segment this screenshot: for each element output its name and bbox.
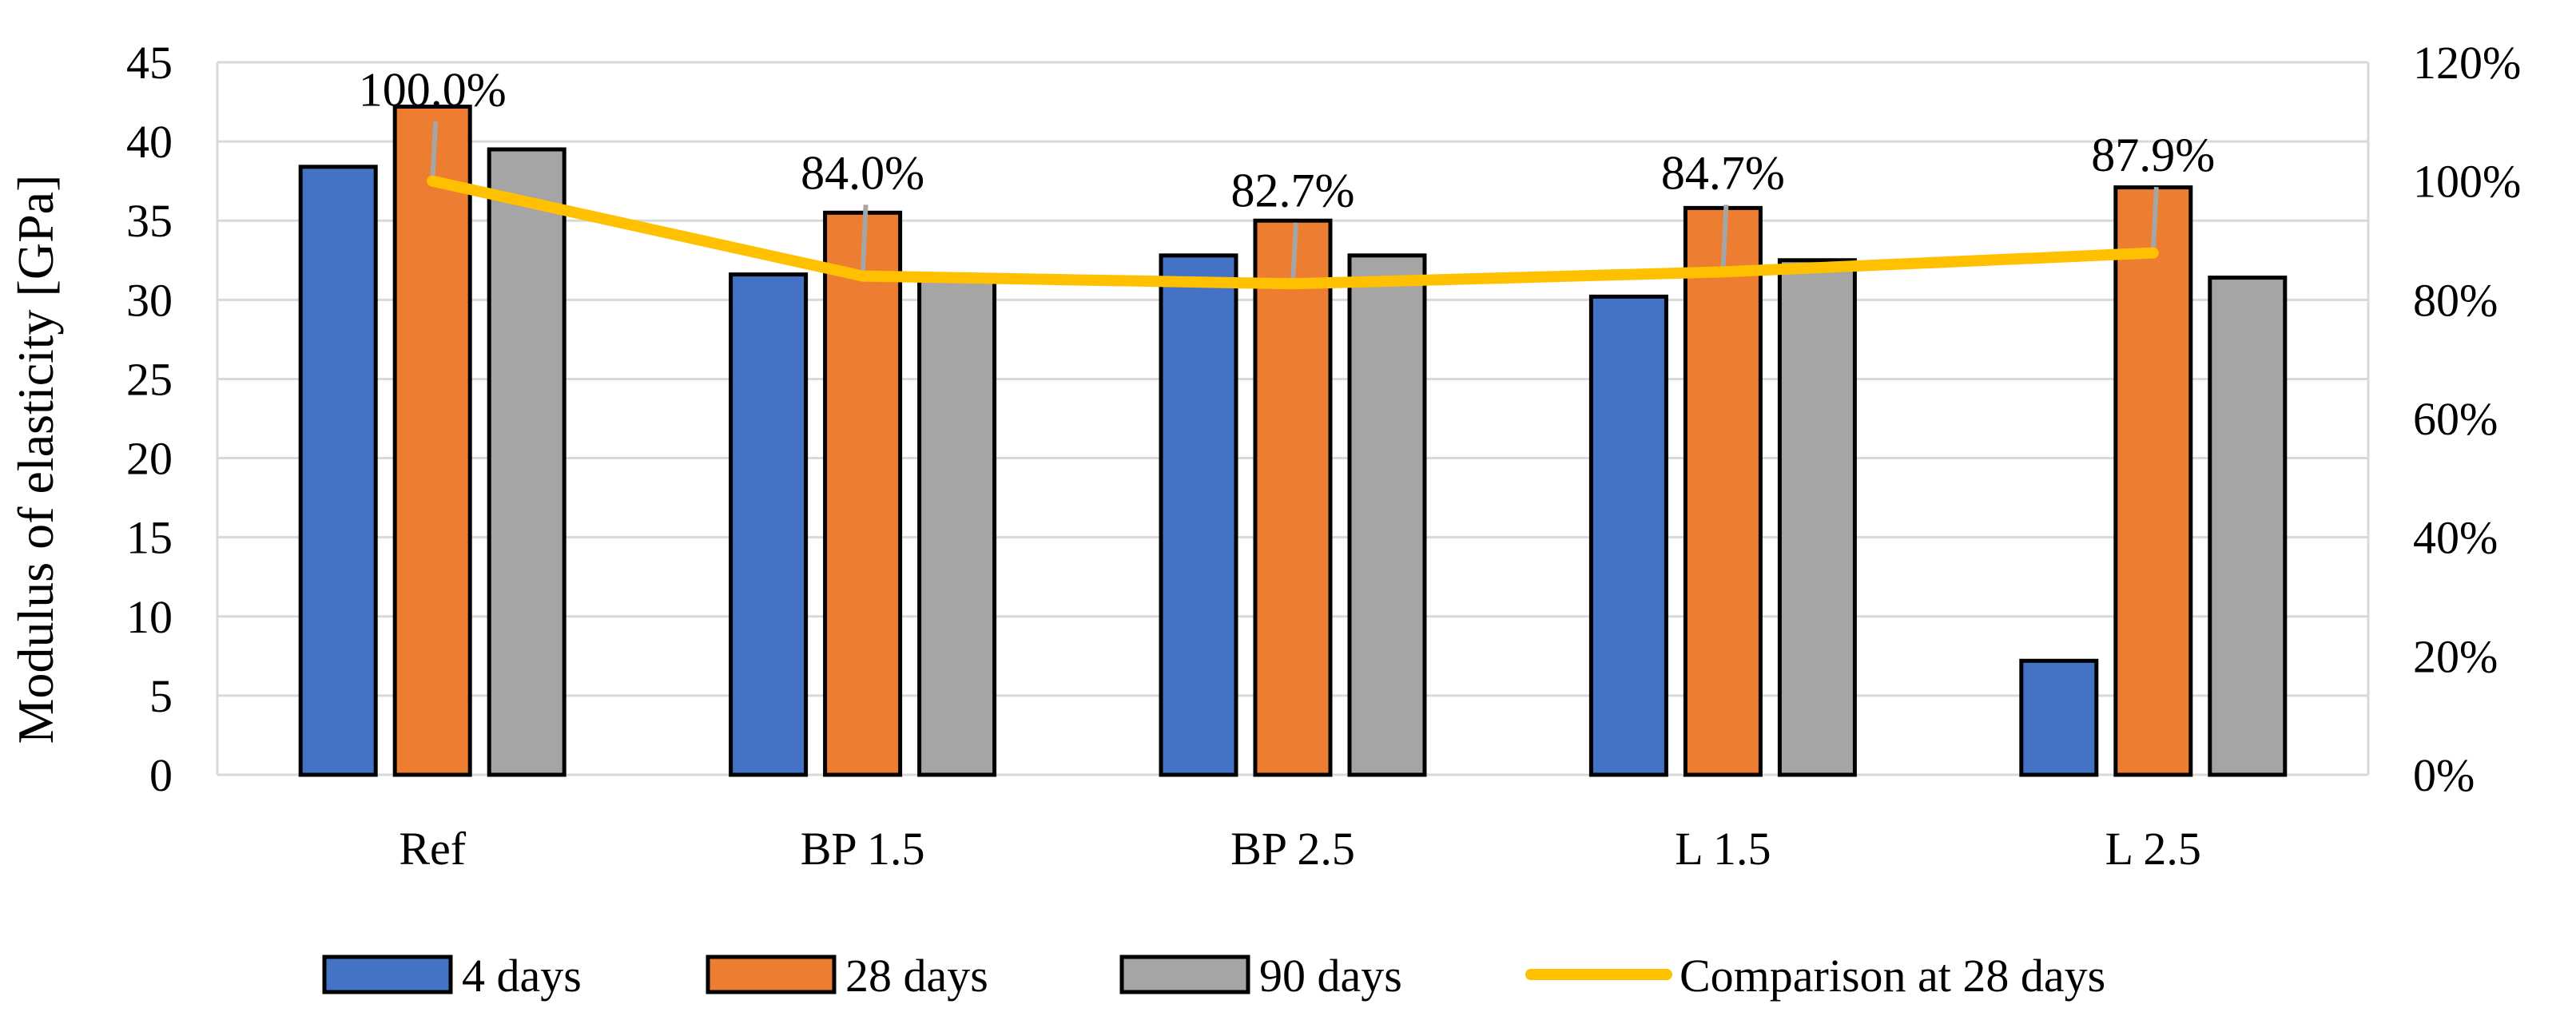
y-tick-label: 20 (126, 433, 173, 485)
bar-90-days (1347, 253, 1427, 777)
y-tick-label: 15 (126, 512, 173, 564)
legend-label-90-days: 90 days (1259, 950, 1402, 1002)
comparison-series-line (427, 175, 2159, 290)
y2-tick-label: 60% (2413, 393, 2498, 445)
left-axis-ticks: 0 5 10 15 20 25 30 35 40 45 (126, 37, 173, 801)
bar-90-days (487, 147, 566, 777)
y-tick-label: 35 (126, 195, 173, 247)
legend-label-Comparison-at-28-days: Comparison at 28 days (1680, 950, 2105, 1002)
bar-28-days (1253, 218, 1333, 777)
bar-28-days (2113, 185, 2193, 777)
right-axis-ticks: 0% 20% 40% 60% 80% 100% 120% (2413, 37, 2521, 801)
legend-swatch-28-days (706, 955, 837, 994)
error-bar (2150, 186, 2159, 253)
data-label: 100.0% (359, 63, 507, 116)
legend: 4 days 28 days 90 days Comparison at 28 day… (322, 950, 2105, 1002)
y2-tick-label: 0% (2413, 749, 2475, 801)
category-labels: Ref BP 1.5 BP 2.5 L 1.5 L 2.5 (399, 823, 2201, 875)
legend-swatch-4-days (322, 955, 453, 994)
x-category-label: L 2.5 (2105, 823, 2201, 875)
error-bar (1290, 222, 1298, 284)
data-label: 84.7% (1661, 146, 1785, 199)
x-category-label: Ref (399, 823, 466, 875)
bar-90-days (917, 276, 997, 777)
bar-4-days (1159, 253, 1238, 777)
data-labels: 100.0% 84.0% 82.7% 84.7% 87.9% (359, 63, 2216, 216)
bar-4-days (2019, 658, 2099, 777)
y-tick-label: 40 (126, 116, 173, 168)
y2-tick-label: 20% (2413, 630, 2498, 682)
legend-swatch-90-days (1119, 955, 1250, 994)
error-bar (430, 121, 439, 181)
comparison-line (427, 121, 2159, 290)
y-tick-label: 25 (126, 353, 173, 405)
bar-90-days (2208, 276, 2288, 777)
legend-label-28-days: 28 days (845, 950, 988, 1002)
y-tick-label: 0 (149, 749, 173, 801)
bars (298, 105, 2288, 777)
x-category-label: L 1.5 (1675, 823, 1771, 875)
y-tick-label: 5 (149, 670, 173, 722)
y2-tick-label: 40% (2413, 512, 2498, 564)
bar-4-days (729, 272, 809, 777)
error-bar (860, 204, 869, 276)
y-tick-label: 30 (126, 274, 173, 326)
data-label: 84.0% (801, 146, 924, 199)
y-tick-label: 10 (126, 591, 173, 643)
y-axis-title: Modulus of elasticity [GPa] (7, 175, 64, 744)
bar-28-days (392, 105, 472, 777)
data-label: 82.7% (1231, 165, 1355, 217)
y-tick-label: 45 (126, 37, 173, 89)
x-category-label: BP 1.5 (801, 823, 925, 875)
y2-tick-label: 100% (2413, 156, 2521, 208)
bar-28-days (823, 210, 903, 777)
data-label: 87.9% (2091, 129, 2215, 181)
y2-tick-label: 80% (2413, 274, 2498, 326)
bar-28-days (1683, 205, 1763, 777)
bar-90-days (1777, 258, 1857, 777)
legend-label-4-days: 4 days (462, 950, 582, 1002)
x-category-label: BP 2.5 (1230, 823, 1355, 875)
error-bar (1720, 204, 1729, 272)
bar-4-days (298, 165, 378, 777)
bar-4-days (1588, 294, 1668, 777)
y2-tick-label: 120% (2413, 37, 2521, 89)
